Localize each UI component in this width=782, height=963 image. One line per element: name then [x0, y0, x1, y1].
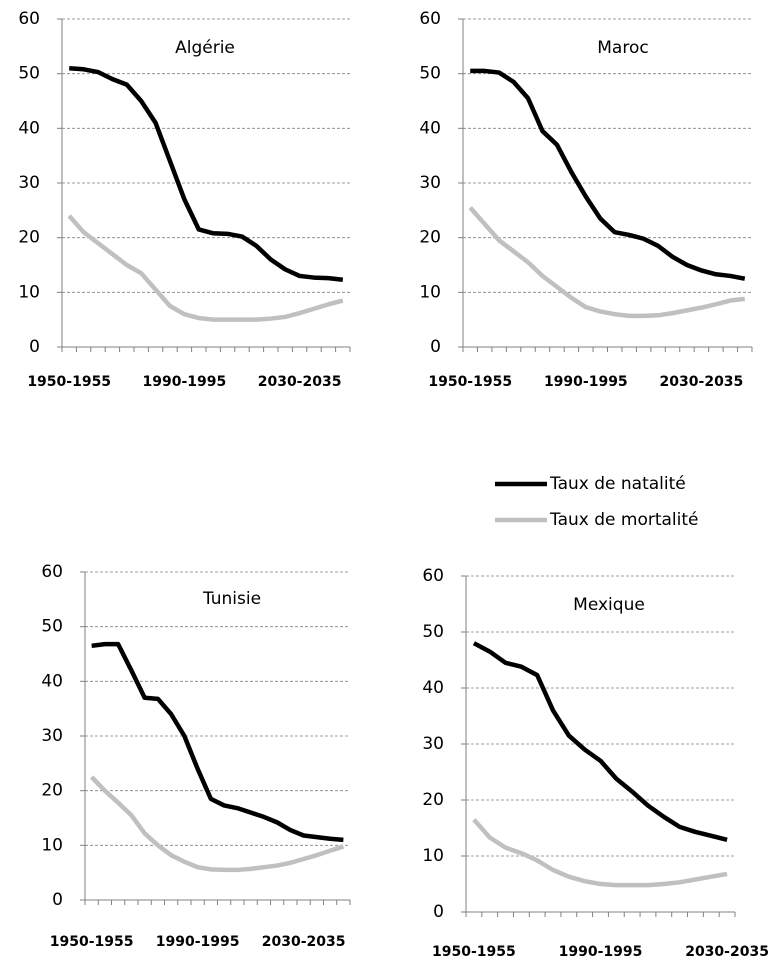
series-line [470, 68, 746, 281]
chart-title: Maroc [597, 38, 648, 58]
x-tick-label: 1950-1955 [432, 944, 516, 960]
series-line [67, 214, 344, 322]
x-tick-label: 2030-2035 [258, 374, 342, 390]
y-tick-label: 0 [52, 890, 63, 910]
series-line [69, 65, 344, 282]
y-tick-label: 60 [18, 9, 40, 29]
y-tick-label: 60 [41, 562, 63, 582]
chart-title: Algérie [175, 38, 235, 58]
y-tick-label: 30 [419, 173, 441, 193]
y-tick-label: 50 [422, 622, 444, 642]
y-tick-label: 40 [41, 671, 63, 691]
x-tick-label: 2030-2035 [660, 374, 744, 390]
y-tick-label: 20 [422, 790, 444, 810]
chart-title: Mexique [573, 595, 645, 615]
y-tick-label: 60 [422, 566, 444, 586]
series-line [468, 206, 746, 319]
legend-label: Taux de natalité [549, 474, 686, 494]
y-tick-label: 20 [419, 228, 441, 248]
x-tick-label: 1990-1995 [559, 944, 643, 960]
y-tick-label: 0 [29, 337, 40, 357]
x-tick-label: 1950-1955 [27, 374, 111, 390]
x-tick-label: 2030-2035 [262, 934, 346, 950]
x-tick-label: 1950-1955 [50, 934, 134, 950]
series-line [472, 818, 728, 888]
y-tick-label: 60 [419, 9, 441, 29]
y-tick-label: 10 [422, 846, 444, 866]
y-tick-label: 0 [430, 337, 441, 357]
y-tick-label: 20 [18, 228, 40, 248]
y-tick-label: 10 [419, 282, 441, 302]
series-line [472, 641, 728, 842]
x-tick-label: 1990-1995 [544, 374, 628, 390]
x-tick-label: 1990-1995 [156, 934, 240, 950]
y-tick-label: 40 [422, 678, 444, 698]
series-line [90, 775, 345, 873]
y-tick-label: 40 [18, 118, 40, 138]
series-line [91, 641, 344, 843]
y-tick-label: 30 [18, 173, 40, 193]
y-tick-label: 10 [41, 835, 63, 855]
x-tick-label: 2030-2035 [685, 944, 769, 960]
y-tick-label: 40 [419, 118, 441, 138]
y-tick-label: 30 [422, 734, 444, 754]
legend-label: Taux de mortalité [549, 510, 698, 530]
chart-title: Tunisie [202, 589, 261, 609]
y-tick-label: 20 [41, 781, 63, 801]
y-tick-label: 30 [41, 726, 63, 746]
x-tick-label: 1990-1995 [143, 374, 227, 390]
x-tick-label: 1950-1955 [428, 374, 512, 390]
y-tick-label: 50 [419, 64, 441, 84]
y-tick-label: 50 [41, 617, 63, 637]
y-tick-label: 10 [18, 282, 40, 302]
y-tick-label: 50 [18, 64, 40, 84]
y-tick-label: 0 [433, 902, 444, 922]
